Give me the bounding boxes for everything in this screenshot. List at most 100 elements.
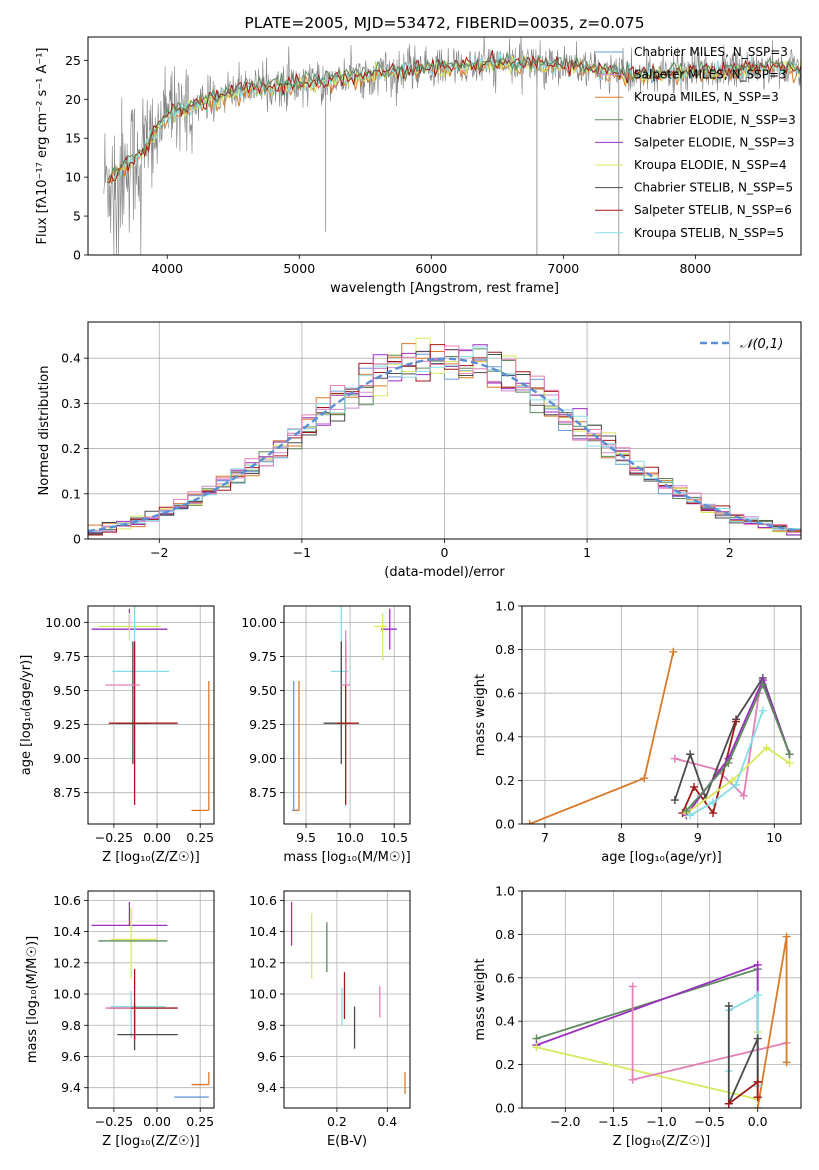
weight_vs_age-ylabel: mass weight — [473, 674, 488, 756]
weight_vs_age-line-kroupa_miles — [529, 651, 675, 824]
weight_vs_age-xtick-label: 9 — [694, 830, 702, 845]
weight_vs_age-marker-chabrier_stelib — [686, 750, 695, 759]
age_vs_mass-xlabel: mass [log₁₀(M/M☉)] — [283, 850, 410, 865]
mass_vs_ebv-ytick-label: 10.2 — [249, 955, 277, 970]
mass_vs_Z-ytick-label: 9.4 — [61, 1080, 81, 1095]
mass_vs_Z-points — [91, 901, 210, 1098]
weight_vs_Z-ylabel: mass weight — [473, 958, 488, 1040]
age_vs_mass-xtick-label: 10.0 — [336, 830, 364, 845]
histogram-kroupa_stelib — [88, 346, 801, 538]
mass_vs_ebv-xlabel: E(B-V) — [327, 1134, 367, 1149]
weight_vs_age-xtick-label: 10 — [766, 830, 782, 845]
legend-label-chabrier_stelib: Chabrier STELIB, N_SSP=5 — [634, 181, 793, 195]
weight_vs_age-marker-pink — [670, 754, 679, 763]
weight_vs_Z-marker-pink — [628, 982, 637, 991]
legend-label-kroupa_miles: Kroupa MILES, N_SSP=3 — [634, 90, 779, 104]
model-chabrier_elodie — [107, 51, 801, 180]
weight_vs_age-marker-chabrier_elodie — [724, 758, 733, 767]
residuals-ytick-label: 0.3 — [61, 396, 81, 411]
weight_vs_Z-line-kroupa_miles — [756, 936, 788, 1108]
mass_vs_ebv-frame — [283, 890, 411, 1109]
weight_vs_Z-xtick-label: −1.5 — [598, 1114, 628, 1129]
weight_vs_Z-marker-salpeter_stelib — [753, 1093, 762, 1102]
weight_vs_age-marker-kroupa_stelib — [709, 798, 718, 807]
age_vs_mass-ytick-label: 9.00 — [249, 751, 277, 766]
weight_vs_age-ytick-label: 0.8 — [495, 642, 515, 657]
residuals-ytick-label: 0 — [73, 532, 81, 547]
weight_vs_Z-marker-pink — [628, 1075, 637, 1084]
mass_vs_Z-xtick-label: 0.00 — [143, 1114, 171, 1129]
age_vs_mass-ytick-label: 9.25 — [249, 717, 277, 732]
residuals-xtick-label: −2 — [150, 545, 168, 560]
residuals-frame — [87, 321, 802, 540]
weight_vs_Z-ytick-label: 0.0 — [495, 1101, 515, 1116]
gaussian-curve — [88, 357, 799, 533]
legend-label-kroupa_stelib: Kroupa STELIB, N_SSP=5 — [634, 226, 784, 240]
observed-spectrum — [103, 37, 801, 255]
age_vs_mass-xtick-label: 10.5 — [380, 830, 408, 845]
mass_vs_ebv-ytick-label: 10.4 — [249, 924, 277, 939]
weight_vs_Z-marker-kroupa_stelib — [753, 991, 762, 1000]
age_vs_mass-ytick-label: 9.75 — [249, 649, 277, 664]
mass_vs_Z-ytick-label: 10.6 — [53, 893, 81, 908]
weight_vs_age-line-chabrier_elodie — [685, 682, 791, 812]
spectrum-xtick-label: 6000 — [415, 261, 447, 276]
weight_vs_age-marker-kroupa_miles — [669, 647, 678, 656]
spectrum-ylabel: Flux [fλ10⁻¹⁷ erg cm⁻² s⁻¹ A⁻¹] — [35, 48, 50, 245]
weight_vs_age-marker-chabrier_elodie — [758, 680, 767, 689]
age_vs_Z-ylabel: age [log₁₀(age/yr)] — [19, 655, 34, 776]
mass_vs_ebv-ytick-label: 10.6 — [249, 893, 277, 908]
mass_vs_Z-ytick-label: 9.6 — [61, 1049, 81, 1064]
mass_vs_Z-ytick-label: 10.0 — [53, 987, 81, 1002]
weight_vs_age-ytick-label: 0.4 — [495, 729, 515, 744]
weight_vs_age-marker-chabrier_stelib — [670, 796, 679, 805]
weight_vs_age-marker-chabrier_elodie — [785, 750, 794, 759]
spectrum-xtick-label: 4000 — [151, 261, 183, 276]
age_vs_mass-frame — [283, 605, 411, 825]
mass_vs_Z-xtick-label: 0.25 — [186, 1114, 214, 1129]
weight_vs_age-xtick-label: 7 — [541, 830, 549, 845]
weight_vs_age-frame — [521, 605, 802, 825]
weight_vs_Z-marker-salpeter_stelib — [753, 1077, 762, 1086]
residuals-xtick-label: 0 — [441, 545, 449, 560]
residuals-xtick-label: 2 — [726, 545, 734, 560]
mass_vs_Z-ylabel: mass [log₁₀(M/M☉)] — [25, 936, 40, 1063]
weight_vs_Z-xlabel: Z [log₁₀(Z/Z☉)] — [613, 1134, 710, 1149]
weight_vs_Z-ytick-label: 0.4 — [495, 1014, 515, 1029]
legend-label-salpeter_stelib: Salpeter STELIB, N_SSP=6 — [634, 203, 792, 217]
weight_vs_age-marker-kroupa_miles — [640, 774, 649, 783]
residuals-xlabel: (data-model)/error — [384, 565, 505, 580]
age_vs_mass-xtick-label: 9.5 — [296, 830, 316, 845]
weight_vs_Z-xtick-label: −0.5 — [694, 1114, 724, 1129]
weight_vs_Z-xtick-label: −1.0 — [646, 1114, 676, 1129]
weight_vs_age-ytick-label: 0.2 — [495, 773, 515, 788]
weight_vs_age-ytick-label: 1.0 — [495, 599, 515, 614]
weight_vs_age-lines — [525, 647, 794, 824]
residuals-ylabel: Normed distribution — [37, 366, 52, 496]
gaussian-legend-label: 𝒩(0,1) — [740, 337, 783, 352]
weight_vs_Z-marker-kroupa_miles — [753, 1104, 762, 1108]
chart-title: PLATE=2005, MJD=53472, FIBERID=0035, z=0… — [244, 14, 644, 32]
weight_vs_Z-ytick-label: 1.0 — [495, 884, 515, 899]
weight_vs_age-marker-pink — [739, 791, 748, 800]
weight_vs_Z-marker-salpeter_stelib — [724, 1099, 733, 1108]
weight_vs_age-marker-salpeter_stelib — [732, 717, 741, 726]
weight_vs_Z-marker-kroupa_miles — [782, 932, 791, 941]
spectrum-lines — [103, 37, 801, 255]
weight_vs_Z-ytick-label: 0.6 — [495, 970, 515, 985]
legend-label-salpeter_miles: Salpeter MILES, N_SSP=3 — [634, 68, 787, 82]
residuals-ytick-label: 0.4 — [61, 351, 81, 366]
mass_vs_ebv-ytick-label: 10.0 — [249, 987, 277, 1002]
mass_vs_Z-frame — [87, 890, 215, 1109]
spectrum-ytick-label: 20 — [65, 92, 81, 107]
mass_vs_Z-ytick-label: 10.2 — [53, 955, 81, 970]
weight_vs_Z-marker-kroupa_miles — [782, 1058, 791, 1067]
residuals-ytick-label: 0.1 — [61, 486, 81, 501]
weight_vs_Z-line-salpeter_elodie — [536, 963, 759, 1087]
age_vs_Z-xtick-label: −0.25 — [95, 830, 133, 845]
age_vs_mass-ytick-label: 10.00 — [241, 615, 277, 630]
weight_vs_age-marker-kroupa_stelib — [732, 780, 741, 789]
weight_vs_age-marker-kroupa_stelib — [686, 811, 695, 820]
weight_vs_age-marker-kroupa_elodie — [785, 758, 794, 767]
weight_vs_Z-line-chabrier_stelib — [727, 1006, 759, 1105]
